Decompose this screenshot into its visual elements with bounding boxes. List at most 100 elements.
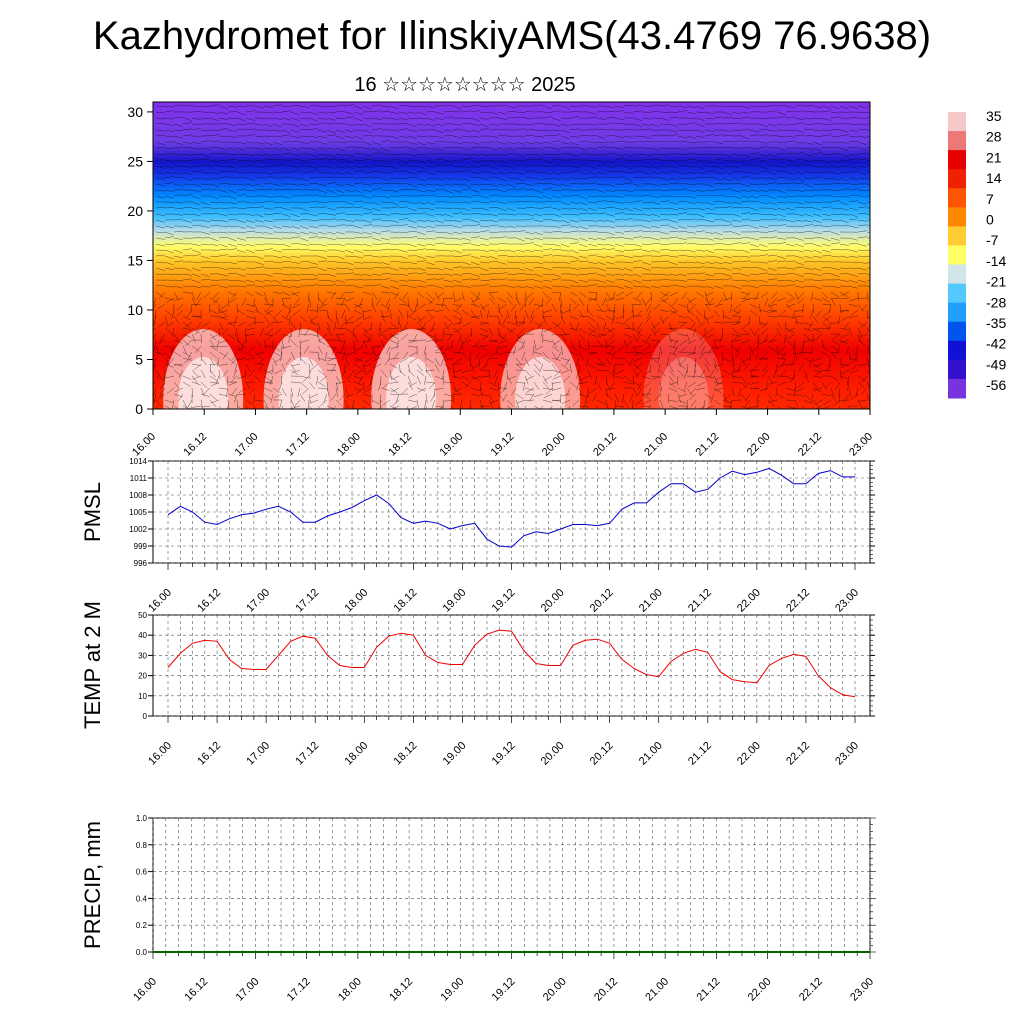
wind-barb [497, 147, 507, 151]
wind-barb [632, 236, 642, 239]
heat-band [153, 303, 870, 308]
wind-barb [605, 122, 615, 125]
wind-barb [776, 135, 786, 138]
heat-band [153, 275, 870, 280]
wind-barb [458, 333, 463, 343]
wind-barb [155, 195, 165, 199]
wind-barb [182, 177, 192, 181]
wind-barb [282, 297, 292, 300]
wind-barb [524, 153, 534, 156]
wind-barb [353, 182, 363, 185]
wind-barb [866, 249, 870, 251]
wind-barb [479, 225, 489, 228]
wind-barb [275, 309, 283, 317]
wind-barb [382, 327, 391, 333]
wind-barb [155, 261, 165, 264]
wind-barb [470, 183, 480, 186]
wind-barb [497, 128, 507, 131]
wind-barb [848, 267, 858, 269]
wind-barb [254, 231, 264, 234]
wind-barb [209, 195, 219, 199]
wind-barb [569, 213, 579, 216]
wind-barb [623, 321, 631, 329]
wind-barb [353, 123, 363, 126]
wind-barb [839, 134, 849, 137]
wind-barb [578, 315, 588, 317]
wind-barb [812, 122, 822, 125]
wind-barb [254, 285, 264, 288]
wind-barb [542, 159, 552, 163]
wind-barb [821, 134, 831, 137]
wind-barb [803, 285, 813, 288]
wind-barb [155, 122, 165, 125]
x-tick-label: 23.00 [847, 431, 875, 459]
wind-barb [733, 309, 742, 316]
wind-barb [560, 224, 570, 227]
wind-barb [623, 309, 625, 319]
wind-barb [173, 135, 183, 139]
wind-barb [378, 327, 382, 337]
wind-barb [731, 170, 741, 173]
wind-barb [767, 158, 777, 161]
wind-barb [371, 213, 381, 215]
wind-barb [596, 273, 606, 277]
wind-barb [191, 273, 201, 278]
wind-barb [650, 225, 660, 228]
wind-barb [308, 170, 318, 173]
wind-barb [605, 248, 615, 251]
wind-barb [771, 291, 778, 300]
wind-barb [335, 315, 339, 325]
wind-barb [362, 231, 372, 235]
wind-barb [839, 111, 849, 113]
wind-barb [353, 170, 363, 173]
wind-barb [470, 159, 480, 163]
wind-barb [317, 183, 327, 187]
wind-barb [164, 189, 174, 192]
wind-barb [731, 140, 741, 143]
wind-barb [677, 315, 687, 319]
wind-barb [452, 309, 461, 315]
wind-barb [650, 165, 660, 169]
wind-barb [677, 225, 687, 229]
heat-band [153, 252, 870, 257]
wind-barb [299, 237, 309, 242]
wind-barb [605, 255, 615, 259]
wind-barb [470, 171, 480, 174]
wind-barb [704, 231, 714, 234]
wind-barb [398, 135, 408, 138]
wind-barb [299, 333, 309, 336]
wind-barb [706, 327, 715, 334]
wind-barb [866, 183, 870, 185]
wind-barb [488, 147, 498, 151]
wind-barb [776, 242, 786, 245]
wind-barb [821, 188, 831, 191]
wind-barb [578, 230, 588, 233]
wind-barb [848, 242, 858, 245]
wind-barb [704, 159, 714, 164]
wind-barb [317, 206, 327, 209]
wind-barb [533, 153, 543, 157]
wind-barb [335, 212, 345, 215]
heat-band [153, 211, 870, 216]
wind-barb [209, 255, 219, 257]
heat-band [153, 231, 870, 236]
wind-barb [722, 159, 732, 162]
x-tick-label: 19.12 [489, 431, 517, 459]
wind-barb [299, 189, 309, 191]
wind-barb [543, 327, 553, 333]
wind-barb [488, 327, 493, 337]
wind-barb [668, 236, 678, 239]
wind-barb [173, 230, 183, 233]
wind-barb [839, 249, 849, 251]
wind-barb [533, 122, 543, 125]
wind-barb [452, 171, 462, 173]
wind-barb [335, 261, 345, 263]
wind-barb [488, 231, 498, 234]
wind-barb [641, 135, 651, 139]
wind-barb [344, 183, 354, 187]
wind-barb [839, 303, 841, 313]
wind-barb [393, 291, 400, 300]
wind-barb [290, 236, 300, 239]
wind-barb [596, 146, 606, 149]
wind-barb [443, 225, 453, 227]
